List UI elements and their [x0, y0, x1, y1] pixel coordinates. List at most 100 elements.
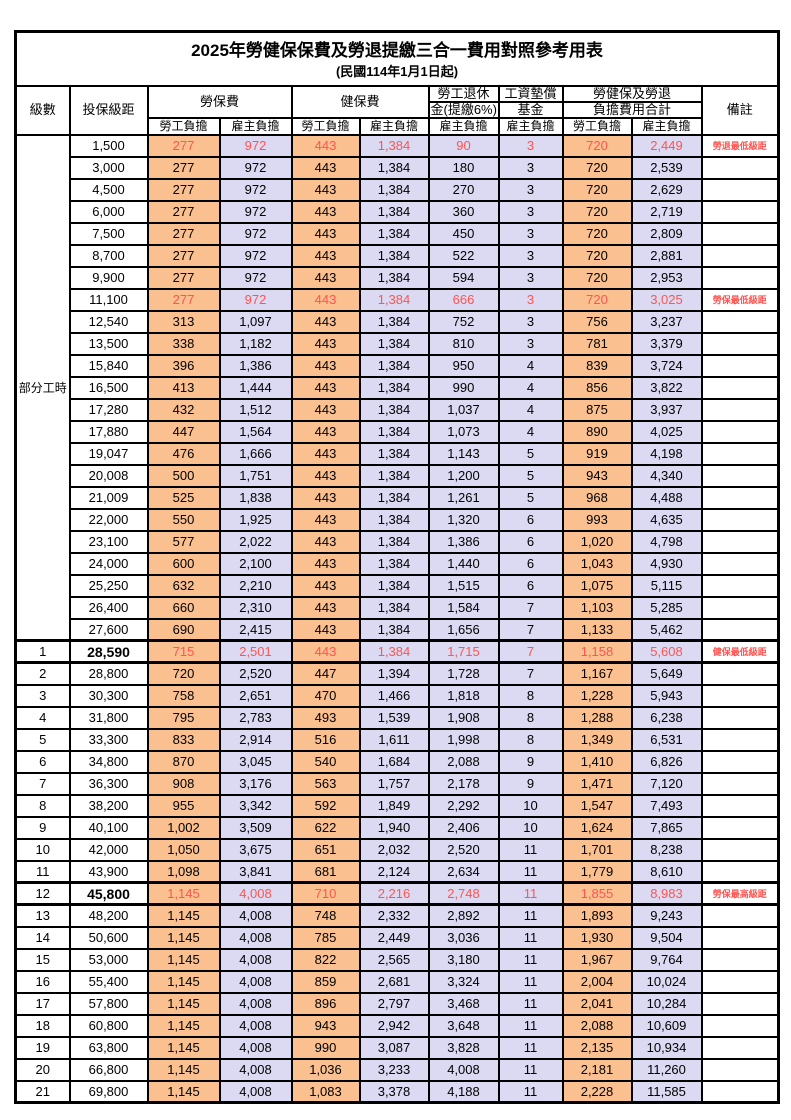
bracket-cell: 57,800 [68, 991, 149, 1016]
remark-cell [700, 705, 780, 730]
subheader-health-employer-share: 雇主負擔 [358, 116, 430, 136]
value-cell: 1,002 [146, 815, 221, 840]
value-cell: 972 [218, 265, 293, 290]
value-cell: 651 [290, 837, 361, 862]
level-cell: 17 [14, 991, 71, 1016]
table-row: 1 28,590 715 2,501 443 1,384 1,715 7 1,158 5,608 健… [14, 639, 780, 664]
value-cell: 90 [427, 133, 500, 158]
bracket-cell: 31,800 [68, 705, 149, 730]
table-row: 11 43,900 1,098 3,841 681 2,124 2,634 11 1,779 8,… [14, 859, 780, 884]
value-cell: 720 [561, 265, 633, 290]
value-cell: 2,520 [218, 661, 293, 686]
remark-cell [700, 969, 780, 994]
col-header-remark: 備註 [700, 84, 780, 136]
value-cell: 443 [290, 441, 361, 466]
value-cell: 443 [290, 507, 361, 532]
value-cell: 277 [146, 243, 221, 268]
value-cell: 950 [427, 353, 500, 378]
value-cell: 3,378 [358, 1079, 430, 1104]
value-cell: 443 [290, 265, 361, 290]
bracket-cell: 17,280 [68, 397, 149, 422]
value-cell: 2,332 [358, 903, 430, 928]
value-cell: 3 [497, 199, 564, 224]
value-cell: 470 [290, 683, 361, 708]
value-cell: 11 [497, 903, 564, 928]
value-cell: 11 [497, 881, 564, 906]
table-row: 7,500 277 972 443 1,384 450 3 720 2,809 [16, 221, 780, 246]
value-cell: 2,783 [218, 705, 293, 730]
value-cell: 875 [561, 397, 633, 422]
value-cell: 10 [497, 815, 564, 840]
value-cell: 563 [290, 771, 361, 796]
value-cell: 11 [497, 1079, 564, 1104]
bracket-cell: 16,500 [68, 375, 149, 400]
value-cell: 972 [218, 155, 293, 180]
value-cell: 1,584 [427, 595, 500, 620]
remark-cell [700, 309, 780, 334]
value-cell: 7 [497, 639, 564, 664]
value-cell: 11 [497, 925, 564, 950]
remark-cell [700, 397, 780, 422]
value-cell: 1,444 [218, 375, 293, 400]
value-cell: 4,008 [218, 1035, 293, 1060]
subheader-total-employee-share: 勞工負擔 [561, 116, 633, 136]
table-row: 17 57,800 1,145 4,008 896 2,797 3,468 11 2,041 10… [14, 991, 780, 1016]
value-cell: 1,656 [427, 617, 500, 642]
value-cell: 1,320 [427, 507, 500, 532]
value-cell: 1,145 [146, 881, 221, 906]
table-row: 18 60,800 1,145 4,008 943 2,942 3,648 11 2,088 10… [14, 1013, 780, 1038]
value-cell: 968 [561, 485, 633, 510]
remark-cell [700, 199, 780, 224]
col-header-total-line1: 勞健保及勞退 [561, 84, 703, 103]
remark-cell [700, 529, 780, 554]
bracket-cell: 60,800 [68, 1013, 149, 1038]
remark-cell [700, 749, 780, 774]
value-cell: 720 [561, 155, 633, 180]
value-cell: 360 [427, 199, 500, 224]
value-cell: 4 [497, 375, 564, 400]
bracket-cell: 11,100 [68, 287, 149, 312]
value-cell: 972 [218, 221, 293, 246]
value-cell: 5,462 [630, 617, 703, 642]
value-cell: 7 [497, 661, 564, 686]
value-cell: 1,384 [358, 177, 430, 202]
value-cell: 1,228 [561, 683, 633, 708]
level-cell: 21 [14, 1079, 71, 1104]
value-cell: 1,384 [358, 331, 430, 356]
value-cell: 443 [290, 617, 361, 642]
value-cell: 1,384 [358, 199, 430, 224]
remark-cell [700, 265, 780, 290]
table-row: 2 28,800 720 2,520 447 1,394 1,728 7 1,167 5,649 [14, 661, 780, 686]
bracket-cell: 27,600 [68, 617, 149, 642]
bracket-cell: 7,500 [68, 221, 149, 246]
value-cell: 2,881 [630, 243, 703, 268]
value-cell: 781 [561, 331, 633, 356]
header-row-1: 級數 投保級距 勞保費 健保費 勞工退休 工資墊償 勞健保及勞退 備註 [14, 84, 780, 136]
part-time-span-cell: 部分工時 [14, 133, 71, 642]
value-cell: 2,292 [427, 793, 500, 818]
value-cell: 2,415 [218, 617, 293, 642]
value-cell: 2,004 [561, 969, 633, 994]
level-cell: 20 [14, 1057, 71, 1082]
value-cell: 5 [497, 463, 564, 488]
value-cell: 1,466 [358, 683, 430, 708]
value-cell: 2,539 [630, 155, 703, 180]
value-cell: 2,406 [427, 815, 500, 840]
value-cell: 6,826 [630, 749, 703, 774]
value-cell: 500 [146, 463, 221, 488]
value-cell: 443 [290, 177, 361, 202]
value-cell: 1,050 [146, 837, 221, 862]
value-cell: 2,022 [218, 529, 293, 554]
page-subtitle: (民國114年1月1日起) [335, 64, 459, 80]
value-cell: 313 [146, 309, 221, 334]
value-cell: 1,893 [561, 903, 633, 928]
bracket-cell: 33,300 [68, 727, 149, 752]
value-cell: 1,043 [561, 551, 633, 576]
value-cell: 3,036 [427, 925, 500, 950]
value-cell: 10,934 [630, 1035, 703, 1060]
value-cell: 2,032 [358, 837, 430, 862]
value-cell: 990 [290, 1035, 361, 1060]
value-cell: 972 [218, 177, 293, 202]
bracket-cell: 28,590 [68, 639, 149, 664]
remark-cell: 勞退最低級距 [700, 133, 780, 158]
